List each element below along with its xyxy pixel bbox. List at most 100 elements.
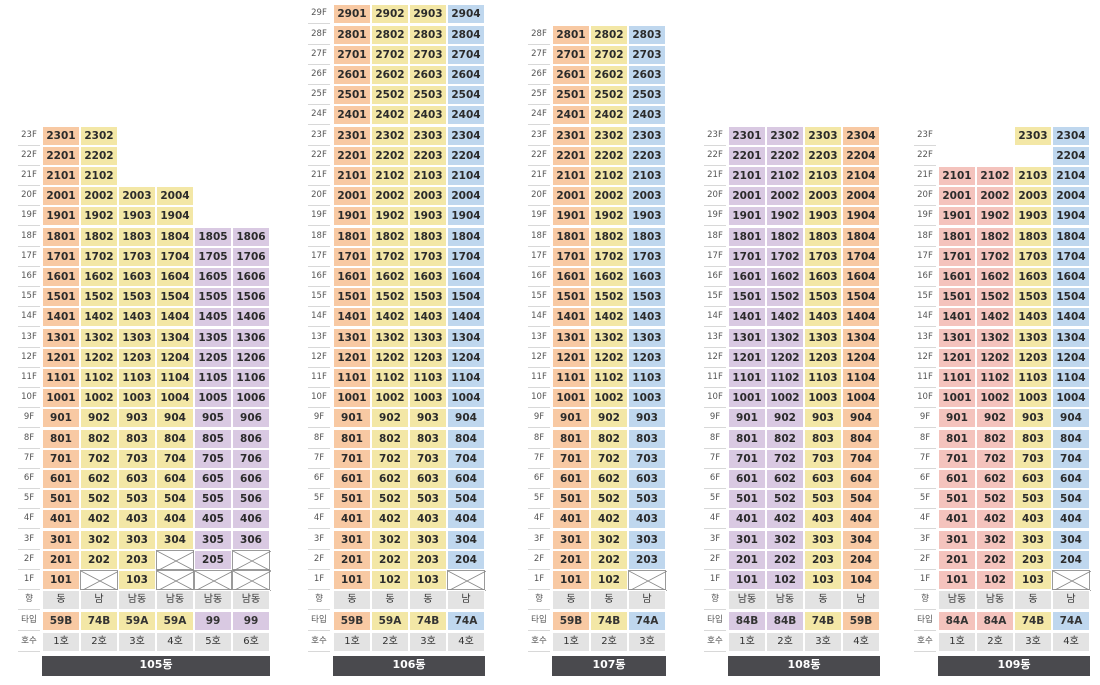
unit-cell[interactable]: 903 [804, 408, 842, 429]
unit-cell[interactable]: 703 [804, 448, 842, 469]
unit-cell[interactable]: 2002 [80, 186, 118, 207]
unit-cell[interactable]: 601 [938, 469, 976, 489]
unit-cell[interactable]: 302 [766, 529, 804, 550]
unit-cell[interactable]: 601 [333, 469, 371, 489]
unit-cell[interactable]: 1804 [156, 226, 194, 247]
unit-cell[interactable]: 2004 [447, 186, 485, 207]
unit-cell[interactable]: 1901 [938, 206, 976, 227]
unit-cell[interactable]: 2002 [976, 186, 1014, 207]
unit-cell[interactable]: 1801 [552, 226, 590, 247]
unit-cell[interactable]: 1801 [728, 226, 766, 247]
unit-cell[interactable]: 1402 [976, 307, 1014, 328]
unit-cell[interactable]: 201 [728, 549, 766, 570]
unit-cell[interactable]: 404 [1052, 509, 1090, 530]
unit-cell[interactable]: 501 [938, 489, 976, 510]
unit-cell[interactable]: 1302 [590, 327, 628, 348]
unit-cell[interactable]: 2102 [371, 166, 409, 186]
unit-cell[interactable]: 604 [447, 469, 485, 489]
unit-cell[interactable]: 702 [976, 448, 1014, 469]
unit-cell[interactable]: 1802 [590, 226, 628, 247]
unit-cell[interactable]: 1001 [728, 388, 766, 409]
unit-cell[interactable]: 2003 [1014, 186, 1052, 207]
unit-cell[interactable]: 1301 [333, 327, 371, 348]
unit-cell[interactable]: 405 [194, 509, 232, 530]
unit-cell[interactable]: 803 [804, 428, 842, 449]
unit-cell[interactable]: 2204 [447, 145, 485, 166]
unit-cell[interactable]: 201 [42, 549, 80, 570]
unit-cell[interactable]: 1902 [976, 206, 1014, 227]
unit-cell[interactable]: 1304 [842, 327, 880, 348]
unit-cell[interactable]: 406 [232, 509, 270, 530]
unit-cell[interactable]: 1604 [842, 267, 880, 287]
unit-cell[interactable]: 1704 [842, 246, 880, 267]
unit-cell[interactable]: 101 [938, 570, 976, 590]
unit-cell[interactable]: 1601 [728, 267, 766, 287]
unit-cell[interactable]: 1301 [42, 327, 80, 348]
unit-cell[interactable]: 1403 [118, 307, 156, 328]
unit-cell[interactable]: 2003 [409, 186, 447, 207]
unit-cell[interactable]: 1401 [552, 307, 590, 328]
unit-cell[interactable]: 702 [371, 448, 409, 469]
unit-cell[interactable]: 301 [938, 529, 976, 550]
unit-cell[interactable]: 2801 [552, 24, 590, 45]
unit-cell[interactable]: 2601 [552, 65, 590, 85]
unit-cell[interactable]: 301 [42, 529, 80, 550]
unit-cell[interactable]: 602 [590, 469, 628, 489]
unit-cell[interactable]: 2402 [590, 105, 628, 126]
unit-cell[interactable]: 804 [842, 428, 880, 449]
unit-cell[interactable]: 2104 [1052, 166, 1090, 186]
unit-cell[interactable]: 203 [409, 549, 447, 570]
unit-cell[interactable]: 2104 [447, 166, 485, 186]
unit-cell[interactable]: 1504 [447, 287, 485, 308]
unit-cell[interactable]: 103 [804, 570, 842, 590]
unit-cell[interactable]: 2102 [766, 166, 804, 186]
building-label[interactable]: 108동 [728, 656, 880, 676]
unit-cell[interactable]: 601 [552, 469, 590, 489]
unit-cell[interactable]: 2701 [333, 44, 371, 65]
unit-cell[interactable]: 103 [118, 570, 156, 590]
unit-cell[interactable]: 2203 [628, 145, 666, 166]
unit-cell[interactable]: 1002 [590, 388, 628, 409]
unit-cell[interactable]: 1903 [118, 206, 156, 227]
unit-cell[interactable]: 1602 [766, 267, 804, 287]
unit-cell[interactable]: 1004 [842, 388, 880, 409]
unit-cell[interactable]: 1601 [333, 267, 371, 287]
unit-cell[interactable]: 2501 [552, 85, 590, 106]
unit-cell[interactable]: 1104 [447, 368, 485, 388]
unit-cell[interactable]: 1806 [232, 226, 270, 247]
unit-cell[interactable]: 403 [118, 509, 156, 530]
unit-cell[interactable]: 1103 [118, 368, 156, 388]
unit-cell[interactable]: 503 [628, 489, 666, 510]
unit-cell[interactable]: 1405 [194, 307, 232, 328]
unit-cell[interactable]: 1202 [80, 347, 118, 368]
unit-cell[interactable]: 1102 [976, 368, 1014, 388]
unit-cell[interactable]: 1404 [156, 307, 194, 328]
unit-cell[interactable]: 1103 [1014, 368, 1052, 388]
unit-cell[interactable]: 1802 [766, 226, 804, 247]
unit-cell[interactable]: 1503 [118, 287, 156, 308]
unit-cell[interactable]: 601 [42, 469, 80, 489]
unit-cell[interactable]: 501 [728, 489, 766, 510]
unit-cell[interactable]: 2802 [371, 24, 409, 45]
unit-cell[interactable]: 1403 [804, 307, 842, 328]
unit-cell[interactable]: 1306 [232, 327, 270, 348]
unit-cell[interactable]: 604 [1052, 469, 1090, 489]
unit-cell[interactable]: 1102 [590, 368, 628, 388]
unit-cell[interactable]: 2302 [590, 125, 628, 146]
unit-cell[interactable]: 803 [118, 428, 156, 449]
unit-cell[interactable]: 2202 [80, 145, 118, 166]
unit-cell[interactable]: 505 [194, 489, 232, 510]
unit-cell[interactable]: 903 [628, 408, 666, 429]
unit-cell[interactable]: 506 [232, 489, 270, 510]
unit-cell[interactable]: 2001 [42, 186, 80, 207]
unit-cell[interactable]: 1303 [409, 327, 447, 348]
unit-cell[interactable]: 1603 [118, 267, 156, 287]
unit-cell[interactable]: 201 [552, 549, 590, 570]
unit-cell[interactable]: 1803 [409, 226, 447, 247]
unit-cell[interactable]: 1401 [938, 307, 976, 328]
unit-cell[interactable]: 1503 [804, 287, 842, 308]
unit-cell[interactable]: 702 [766, 448, 804, 469]
unit-cell[interactable]: 1601 [552, 267, 590, 287]
unit-cell[interactable]: 2402 [371, 105, 409, 126]
unit-cell[interactable]: 703 [628, 448, 666, 469]
